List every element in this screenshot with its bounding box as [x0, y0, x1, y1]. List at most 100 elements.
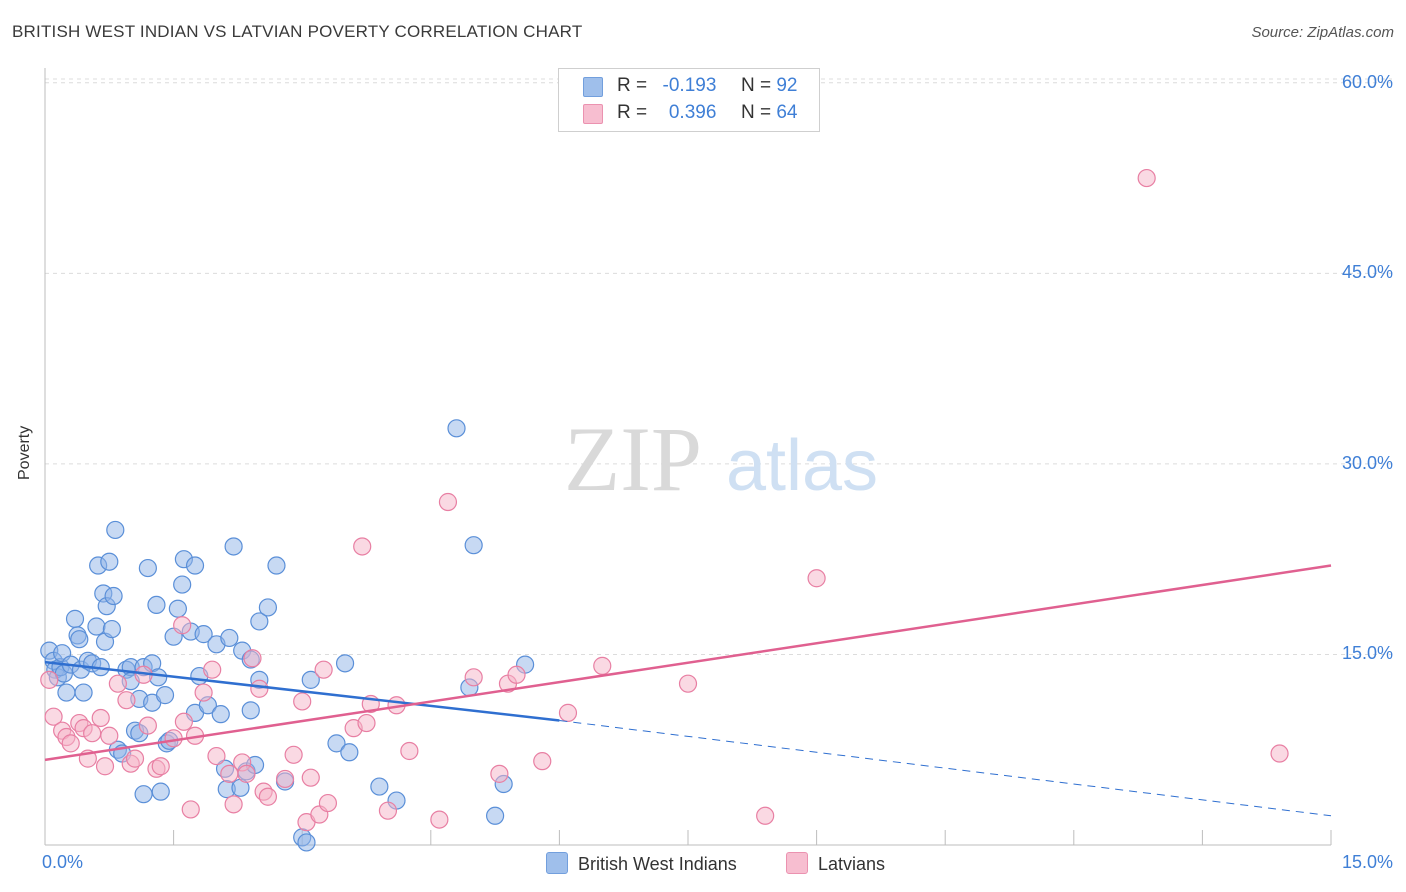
blue-point: [301, 670, 320, 689]
pink-point: [400, 741, 419, 761]
pink-point: [430, 810, 449, 829]
y-tick-label: 45.0%: [1341, 262, 1393, 283]
pink-point: [40, 670, 59, 689]
pink-point: [284, 745, 303, 764]
n-value-pink: 64: [776, 102, 798, 123]
pink-point: [91, 708, 110, 728]
blue-point: [87, 617, 106, 636]
r-label: R =: [617, 102, 648, 123]
blue-point: [211, 705, 230, 724]
pink-point: [243, 649, 262, 668]
trend-line-pink: [44, 564, 1332, 762]
watermark-zip: ZIP: [564, 408, 702, 510]
pink-point: [678, 674, 698, 693]
pink-point: [301, 768, 320, 787]
bottom-legend-swatch-blue: [546, 852, 568, 874]
pink-point: [357, 713, 376, 733]
pink-point: [378, 801, 398, 820]
blue-point: [134, 785, 153, 804]
blue-point: [370, 777, 389, 796]
pink-point: [44, 707, 63, 726]
blue-point: [327, 734, 346, 753]
blue-point: [220, 628, 239, 648]
r-value-blue: -0.193: [662, 75, 717, 96]
pink-point: [237, 764, 256, 783]
pink-point: [1270, 744, 1289, 763]
blue-point: [297, 833, 316, 852]
bottom-legend-swatch-pink: [786, 852, 808, 874]
pink-point: [275, 769, 295, 789]
r-label: R =: [617, 75, 648, 96]
pink-point: [507, 665, 526, 684]
blue-point: [173, 575, 192, 594]
chart-source: Source: ZipAtlas.com: [1251, 24, 1394, 41]
blue-point: [102, 619, 121, 639]
correlation-legend: R = -0.193 N = 92 R = 0.396 N = 64: [558, 68, 820, 132]
pink-point: [151, 757, 170, 776]
r-value-pink: 0.396: [668, 102, 717, 123]
x-tick-label: 15.0%: [1341, 852, 1393, 872]
legend-text: R = 0.396 N = 64: [617, 102, 797, 124]
pink-point: [117, 691, 136, 710]
blue-point: [74, 683, 93, 702]
pink-point: [250, 679, 269, 698]
pink-point: [314, 660, 333, 679]
blue-point: [335, 654, 355, 673]
trend-line-blue-extension: [559, 720, 1332, 817]
blue-point: [447, 419, 466, 438]
legend-swatch-pink: [583, 104, 603, 124]
pink-point: [224, 795, 243, 814]
blue-point: [340, 743, 359, 762]
pink-point: [174, 712, 193, 731]
pink-point: [756, 806, 775, 825]
pink-point: [318, 793, 338, 813]
pink-point: [293, 692, 312, 711]
pink-point: [125, 749, 145, 768]
blue-point: [224, 537, 243, 556]
legend-swatch-blue: [583, 77, 603, 97]
blue-point: [267, 556, 286, 575]
blue-point: [250, 612, 269, 631]
blue-point: [100, 552, 119, 571]
pink-point: [95, 757, 115, 776]
pink-point: [83, 724, 102, 743]
pink-point: [181, 800, 200, 819]
legend-text: R = -0.193 N = 92: [617, 75, 797, 97]
pink-point: [593, 656, 612, 675]
trend-lines: [44, 564, 1332, 817]
pink-point: [100, 726, 119, 745]
pink-point: [533, 752, 552, 771]
blue-point: [65, 609, 85, 628]
pink-point: [173, 616, 192, 635]
blue-point: [147, 595, 166, 615]
pink-point: [61, 734, 80, 753]
blue-point: [168, 599, 187, 618]
pink-point: [558, 703, 578, 722]
x-tick-label: 0.0%: [42, 852, 84, 872]
blue-point: [57, 683, 76, 702]
bottom-legend-label: British West Indians: [578, 854, 737, 874]
bottom-legend-item-british-west-indians: British West Indians: [546, 852, 737, 875]
blue-point: [106, 520, 125, 540]
pink-point: [438, 492, 458, 512]
y-tick-label: 60.0%: [1341, 71, 1393, 92]
watermark: ZIP atlas: [564, 408, 878, 510]
grid: [45, 78, 1392, 655]
pink-point: [194, 683, 213, 702]
n-value-blue: 92: [776, 75, 798, 96]
pink-point: [1137, 168, 1156, 188]
blue-point: [70, 630, 89, 649]
bottom-legend-item-latvians: Latvians: [786, 852, 885, 875]
chart-title: BRITISH WEST INDIAN VS LATVIAN POVERTY C…: [12, 22, 583, 41]
pink-point: [807, 569, 826, 588]
blue-point: [486, 806, 505, 825]
watermark-atlas: atlas: [726, 426, 878, 506]
blue-point: [138, 558, 157, 578]
trend-line-blue: [44, 660, 560, 722]
n-label: N =: [740, 75, 772, 96]
pink-point: [138, 716, 157, 735]
pink-point: [203, 660, 222, 679]
blue-point: [241, 701, 260, 720]
y-tick-label: 30.0%: [1341, 452, 1393, 473]
